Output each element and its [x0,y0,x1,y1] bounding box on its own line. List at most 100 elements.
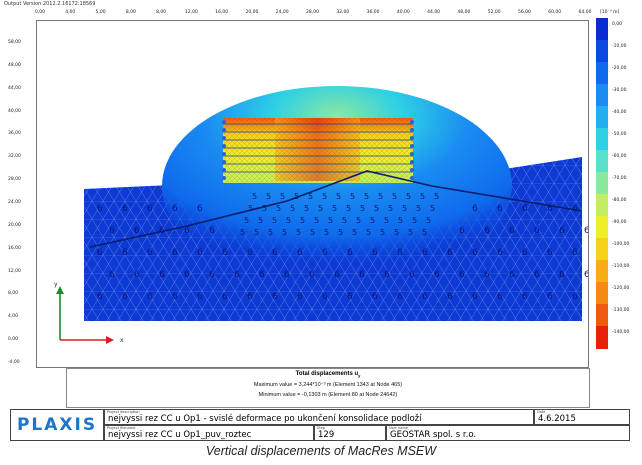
left-ruler-tick: 20,00 [8,222,21,228]
soil-cluster-label: 6 [372,292,378,302]
soil-cluster-label: 6 [484,226,490,236]
top-ruler-tick: 8,00 [156,10,167,15]
soil-cluster-label: 6 [372,248,378,258]
legend-swatch [596,84,608,107]
soil-cluster-label: 6 [472,292,478,302]
top-ruler-tick: 40,00 [396,10,410,15]
step-value: 129 [318,430,335,440]
soil-cluster-label: 6 [522,204,528,214]
soil-cluster-label: 6 [447,292,453,302]
mesh-cluster-label: 5 [342,216,347,225]
legend-label: -30,00 [612,88,627,93]
legend-swatch [596,304,608,327]
top-ruler-tick: 24,00 [275,10,289,15]
soil-cluster-label: 6 [122,248,128,258]
mesh-cluster-label: 5 [412,216,417,225]
step-cell: Step 129 [314,425,386,441]
soil-cluster-label: 6 [159,270,165,280]
maximum-value: Maximum value = 3,244*10⁻³ m (Element 13… [253,382,403,389]
project-filename-cell: Project filename nejvyssi rez CC u Op1_p… [104,425,314,441]
soil-cluster-label: 6 [322,292,328,302]
legend-label: -140,00 [612,330,630,335]
mesh-cluster-label: 5 [304,204,309,213]
result-title: Total displacements uy [295,371,361,379]
soil-cluster-label: 6 [197,204,203,214]
soil-cluster-label: 6 [109,226,115,236]
legend-label: -100,00 [612,242,630,247]
figure-caption: Vertical displacements of MacRes MSEW [205,444,437,458]
mesh-cluster-label: 5 [244,216,249,225]
soil-cluster-label: 6 [297,292,303,302]
top-ruler: 0,00 4,00 5,00 8,00 8,00 12,00 16,00 20,00 24,00… [34,10,592,20]
mesh-cluster-label: 5 [318,204,323,213]
legend-swatch [596,18,608,41]
top-ruler-tick: 36,00 [366,10,380,15]
axis-indicator: y x [54,281,124,344]
soil-cluster-label: 6 [222,248,228,258]
project-description-cell: Project description nejvyssi rez CC u Op… [104,409,534,425]
date-value: 4.6.2015 [538,414,576,424]
mesh-cluster-label: 5 [388,204,393,213]
soil-cluster-label: 6 [147,204,153,214]
soil-cluster-label: 6 [422,248,428,258]
mesh-cluster-label: 5 [356,216,361,225]
minimum-value: Minimum value = -0,1303 m (Element 80 at… [258,392,398,399]
soil-cluster-label: 6 [584,226,588,236]
soil-cluster-label: 6 [547,292,553,302]
user-cell: User name GEOSTAR spol. s r.o. [386,425,630,441]
soil-cluster-label: 6 [559,270,565,280]
mesh-cluster-label: 5 [324,228,329,237]
soil-cluster-label: 6 [497,248,503,258]
facing-blocks [222,120,414,180]
mesh-cluster-label: 5 [294,192,299,201]
legend-swatch [596,40,608,63]
soil-cluster-label: 6 [284,270,290,280]
top-ruler-tick: 52,00 [487,10,501,15]
legend-label: -130,00 [612,308,630,313]
soil-cluster-label: 6 [209,226,215,236]
soil-cluster-label: 6 [484,270,490,280]
mesh-cluster-label: 5 [332,204,337,213]
soil-cluster-label: 6 [497,204,503,214]
soil-cluster-label: 6 [97,204,103,214]
mesh-cluster-label: 5 [300,216,305,225]
mesh-cluster-label: 5 [426,216,431,225]
mesh-cluster-label: 5 [336,192,341,201]
legend-swatch [596,106,608,129]
top-ruler-tick: 0,00 [34,10,46,15]
project-description: nejvyssi rez CC u Op1 - svislé deformace… [108,414,422,424]
soil-cluster-label: 6 [259,270,265,280]
left-ruler-tick: -4,00 [8,360,20,365]
soil-cluster-label: 6 [459,226,465,236]
left-ruler-tick: 28,00 [8,177,21,183]
mesh-cluster-label: 5 [366,228,371,237]
mesh-cluster-label: 5 [364,192,369,201]
y-axis-label: y [54,281,58,288]
legend-swatch [596,238,608,261]
soil-cluster-label: 6 [234,270,240,280]
mesh-cluster-label: 5 [370,216,375,225]
soil-cluster-label: 6 [559,226,565,236]
legend-label: -50,00 [612,132,627,137]
soil-cluster-label: 6 [534,226,540,236]
soil-cluster-label: 6 [534,270,540,280]
soil-cluster-label: 6 [472,204,478,214]
soil-cluster-label: 6 [334,270,340,280]
top-ruler-tick: 28,00 [306,10,319,15]
result-info-panel: Total displacements uy Maximum value = 3… [66,368,590,408]
legend-label: -60,00 [612,154,627,159]
mesh-cluster-label: 5 [276,204,281,213]
top-ruler-tick: 16,00 [215,10,229,15]
legend-swatch [596,194,608,217]
soil-cluster-label: 6 [134,270,140,280]
soil-cluster-label: 6 [497,292,503,302]
top-ruler-tick: 64,00 [578,10,592,15]
mesh-cluster-label: 5 [322,192,327,201]
soil-cluster-label: 6 [547,204,553,214]
soil-cluster-label: 6 [297,248,303,258]
top-ruler-tick: 20,00 [245,10,259,15]
left-ruler-tick: 40,00 [8,108,21,114]
soil-cluster-label: 6 [184,226,190,236]
left-ruler: 58,00 48,00 44,00 40,00 36,00 32,00 28,00 24,00… [8,22,36,367]
